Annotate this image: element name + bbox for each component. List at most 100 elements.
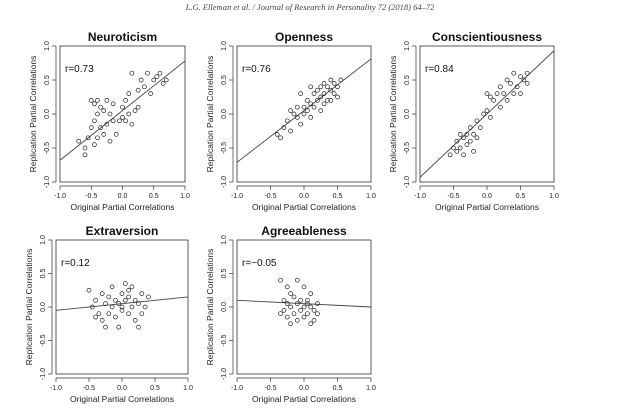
y-tick-label: -1.0 — [404, 176, 411, 188]
data-point — [305, 108, 310, 113]
data-point — [301, 111, 307, 117]
data-point — [508, 81, 513, 86]
data-point — [103, 301, 108, 306]
data-point — [109, 284, 115, 290]
data-point — [110, 101, 116, 107]
data-point — [145, 70, 150, 76]
y-tick-label: -1.0 — [40, 368, 47, 380]
data-point — [96, 311, 102, 317]
data-point — [498, 84, 503, 90]
data-point — [291, 311, 297, 317]
data-point — [288, 108, 293, 113]
x-tick-label: 1.0 — [366, 193, 376, 200]
data-point — [328, 98, 334, 103]
x-tick-label: -0.5 — [85, 193, 97, 200]
x-tick-label: -1.0 — [50, 385, 62, 392]
data-point — [511, 70, 517, 76]
data-point — [484, 108, 490, 113]
data-point — [106, 311, 112, 317]
data-point — [138, 77, 144, 83]
data-point — [113, 314, 118, 320]
y-tick-label: 0.0 — [40, 302, 47, 312]
x-tick-label: -1.0 — [414, 193, 426, 200]
data-point — [93, 314, 98, 320]
y-tick-label: -1.0 — [221, 176, 228, 188]
data-point — [321, 101, 327, 107]
x-axis-label: Original Partial Correlations — [252, 394, 356, 404]
data-point — [160, 81, 166, 86]
data-point — [477, 125, 483, 130]
plot-frame — [236, 45, 372, 183]
data-point — [474, 118, 480, 124]
data-point — [139, 311, 145, 317]
data-point — [298, 121, 303, 127]
data-point — [119, 291, 125, 296]
data-point — [294, 115, 300, 120]
data-point — [311, 91, 317, 96]
y-tick-label: 0.0 — [221, 302, 228, 312]
plot-frame — [59, 45, 186, 183]
y-axis-label: Replication Partial Correlations — [205, 249, 215, 366]
data-point — [294, 104, 300, 110]
data-point — [511, 91, 517, 96]
data-point — [278, 311, 283, 317]
data-point — [318, 84, 324, 90]
y-tick-label: 0.5 — [44, 75, 51, 85]
data-point — [454, 138, 460, 144]
y-tick-label: 1.0 — [404, 41, 411, 51]
data-point — [315, 301, 320, 306]
data-point — [136, 324, 141, 330]
data-point — [467, 138, 473, 144]
y-tick-label: 0.0 — [44, 109, 51, 119]
data-point — [82, 145, 88, 151]
data-point — [471, 149, 476, 154]
data-point — [461, 152, 466, 158]
data-point — [281, 125, 287, 130]
data-point — [498, 104, 503, 110]
x-tick-label: 0.0 — [482, 193, 492, 200]
data-point — [126, 311, 131, 317]
data-point — [120, 115, 125, 120]
data-point — [104, 121, 110, 127]
data-point — [308, 101, 314, 107]
x-tick-label: 1.0 — [366, 385, 376, 392]
correlation-label: r=0.84 — [425, 64, 454, 75]
data-point — [521, 77, 527, 83]
data-point — [467, 125, 473, 130]
panel-title: Extraversion — [86, 224, 159, 238]
data-point — [154, 74, 160, 79]
data-point — [318, 94, 324, 100]
y-tick-label: 0.0 — [404, 109, 411, 119]
plot-frame — [419, 45, 555, 183]
data-point — [99, 291, 105, 296]
data-point — [338, 77, 344, 83]
data-point — [101, 108, 107, 113]
x-tick-label: -0.5 — [264, 193, 276, 200]
y-tick-label: 0.5 — [221, 75, 228, 85]
data-point — [76, 138, 82, 144]
data-point — [461, 135, 466, 141]
data-point — [92, 142, 97, 147]
y-axis-label: Replication Partial Correlations — [388, 56, 398, 173]
data-point — [294, 318, 300, 323]
data-point — [126, 111, 132, 117]
x-tick-label: 1.0 — [180, 193, 190, 200]
data-point — [151, 77, 157, 83]
data-point — [457, 132, 463, 137]
data-point — [129, 121, 135, 127]
data-point — [524, 81, 530, 86]
data-point — [298, 91, 303, 96]
x-tick-label: -1.0 — [54, 193, 66, 200]
y-tick-label: 1.0 — [221, 235, 228, 245]
data-point — [274, 132, 280, 137]
data-point — [518, 91, 523, 96]
x-axis-label: Original Partial Correlations — [71, 202, 175, 212]
data-point — [284, 301, 290, 306]
y-tick-label: 0.0 — [221, 109, 228, 119]
data-point — [484, 91, 490, 96]
y-tick-label: -1.0 — [221, 368, 228, 380]
y-axis-label: Replication Partial Correlations — [28, 56, 38, 173]
regression-line — [60, 60, 185, 161]
data-point — [298, 308, 303, 313]
data-point — [291, 111, 297, 117]
